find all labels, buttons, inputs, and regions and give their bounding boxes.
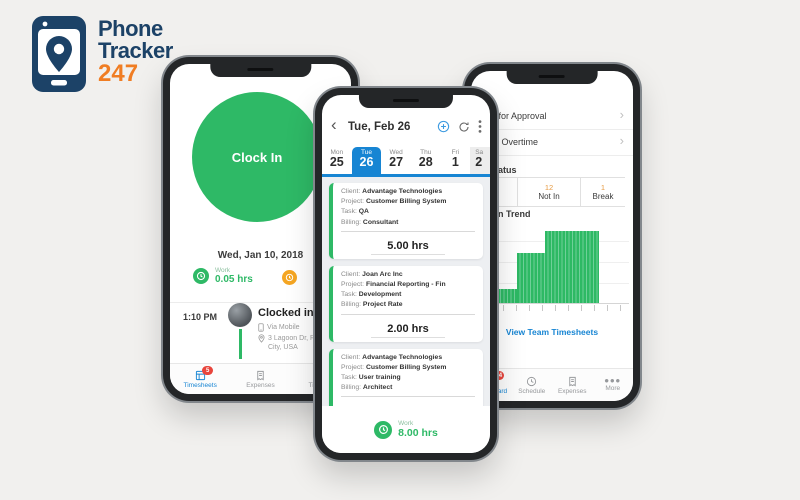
day-wed[interactable]: Wed 27 — [389, 149, 404, 169]
total-work-footer: Work 8.00 hrs — [322, 406, 490, 453]
work-hours-value: 0.05 hrs — [215, 274, 253, 285]
work-clock-icon — [193, 268, 209, 284]
break-count: 1 — [600, 183, 606, 192]
back-chevron-icon[interactable]: ‹ — [331, 115, 337, 134]
work-clock-icon — [374, 420, 393, 439]
left-phone-notch — [209, 64, 312, 77]
current-date: Wed, Jan 10, 2018 — [217, 250, 304, 261]
timesheets-icon — [195, 370, 205, 380]
day-selector: Mon 25 Tue 26 Wed 27 Thu 28 Fri 1 — [322, 147, 490, 174]
clock-in-button[interactable]: Clock In — [192, 92, 322, 222]
view-team-timesheets-link[interactable]: View Team Timesheets — [505, 327, 599, 337]
logo-text: Phone Tracker 247 — [98, 14, 173, 86]
tab-more[interactable]: ••• More — [593, 369, 634, 401]
middle-phone-speaker — [392, 99, 419, 102]
card-1-hours: 5.00 hrs — [371, 239, 445, 255]
left-phone-speaker — [247, 68, 274, 71]
tab-expenses-right[interactable]: Expenses — [552, 369, 593, 401]
day-thu[interactable]: Thu 28 — [418, 149, 433, 169]
middle-phone-mockup: ‹ Tue, Feb 26 Mon 25 Tue — [315, 88, 497, 460]
section-divider — [170, 302, 351, 303]
tab-expenses[interactable]: Expenses — [230, 364, 290, 394]
day-selector-underline — [322, 174, 490, 177]
more-dots-icon: ••• — [604, 373, 622, 389]
status-cell-notin[interactable]: 12 Not In — [517, 178, 580, 206]
add-entry-icon[interactable] — [437, 120, 450, 133]
day-mon[interactable]: Mon 25 — [329, 149, 344, 169]
chevron-right-icon: › — [619, 107, 624, 122]
overtime-row-label: on Overtime — [489, 137, 539, 147]
mobile-icon — [258, 323, 264, 332]
work-summary: Work 0.05 hrs — [193, 267, 253, 285]
schedule-clock-icon — [527, 376, 537, 386]
clockin-entry-time: 1:10 PM — [183, 312, 218, 322]
tab-expenses-label: Expenses — [246, 381, 275, 389]
card-2-hours: 2.00 hrs — [371, 322, 445, 338]
total-work-value: 8.00 hrs — [398, 427, 438, 439]
tab-expenses-right-label: Expenses — [557, 387, 587, 395]
chart-axis-ticks — [477, 305, 625, 311]
phone-pin-logo-icon — [32, 16, 86, 92]
clockin-entry-status: Clocked in — [258, 307, 314, 319]
location-pin-icon — [258, 334, 265, 343]
status-table: 12 Not In 1 Break — [471, 177, 625, 207]
logo-line-1: Phone — [98, 16, 163, 41]
timesheet-list: Client: Advantage Technologies Project: … — [322, 177, 490, 425]
tab-schedule[interactable]: Schedule — [512, 369, 553, 401]
break-label: Break — [592, 192, 614, 201]
phone-tracker-logo: Phone Tracker 247 — [30, 14, 173, 94]
timesheet-card-1[interactable]: Client: Advantage Technologies Project: … — [329, 183, 483, 259]
trend-bar-high — [545, 231, 599, 303]
clockin-entry-address: 3 Lagoon Dr, Redwood City, USA — [258, 334, 340, 353]
approvals-row[interactable]: ts for Approval › — [471, 103, 633, 130]
notin-count: 12 — [544, 183, 554, 192]
timesheet-date-title: Tue, Feb 26 — [348, 121, 411, 133]
timesheet-card-2[interactable]: Client: Joan Arc Inc Project: Financial … — [329, 265, 483, 342]
user-avatar — [228, 303, 252, 327]
address-line-2: City, USA — [268, 344, 298, 352]
break-clock-icon — [282, 270, 297, 285]
refresh-icon[interactable] — [458, 121, 470, 133]
address-line-1: 3 Lagoon Dr, Redwood — [268, 335, 340, 342]
day-tue-selected[interactable]: Tue 26 — [351, 147, 382, 174]
day-sat[interactable]: Sa 2 — [470, 147, 490, 174]
via-mobile-label: Via Mobile — [267, 324, 300, 331]
right-phone-tabbar: 34 Dashboard Schedule Expense — [471, 368, 633, 401]
tab-schedule-label: Schedule — [518, 387, 546, 395]
overflow-menu-icon[interactable] — [478, 120, 482, 133]
overtime-row[interactable]: on Overtime › — [471, 129, 633, 156]
expenses-icon — [569, 376, 576, 386]
approvals-row-label: ts for Approval — [489, 111, 547, 121]
total-work-label: Work — [398, 420, 414, 427]
middle-phone-notch — [358, 95, 454, 108]
work-label: Work — [215, 267, 231, 274]
notin-label: Not In — [538, 192, 560, 201]
status-cell-break[interactable]: 1 Break — [580, 178, 625, 206]
tab-timesheets[interactable]: 5 Timesheets — [170, 364, 230, 394]
day-fri[interactable]: Fri 1 — [451, 149, 460, 169]
trend-bar-mid — [517, 253, 545, 303]
clockin-entry-source: Via Mobile — [258, 323, 300, 332]
tab-more-label: More — [605, 384, 621, 392]
logo-line-2: Tracker — [98, 38, 173, 63]
dashboard-badge: 34 — [493, 371, 505, 380]
chevron-right-icon: › — [619, 133, 624, 148]
status-section-title: Status — [489, 165, 517, 175]
right-phone-screen: ts for Approval › on Overtime › Status 1… — [471, 71, 633, 401]
tab-timesheets-label: Timesheets — [183, 381, 217, 389]
timesheets-badge: 5 — [202, 366, 214, 375]
clock-in-trend-title: ck In Trend — [483, 209, 531, 219]
right-phone-speaker — [539, 75, 565, 78]
middle-phone-screen: ‹ Tue, Feb 26 Mon 25 Tue — [322, 95, 490, 453]
clock-in-label: Clock In — [231, 149, 283, 165]
expenses-icon — [257, 370, 264, 380]
logo-line-3: 247 — [98, 60, 139, 87]
right-phone-notch — [506, 71, 598, 84]
timeline-line — [239, 329, 242, 359]
